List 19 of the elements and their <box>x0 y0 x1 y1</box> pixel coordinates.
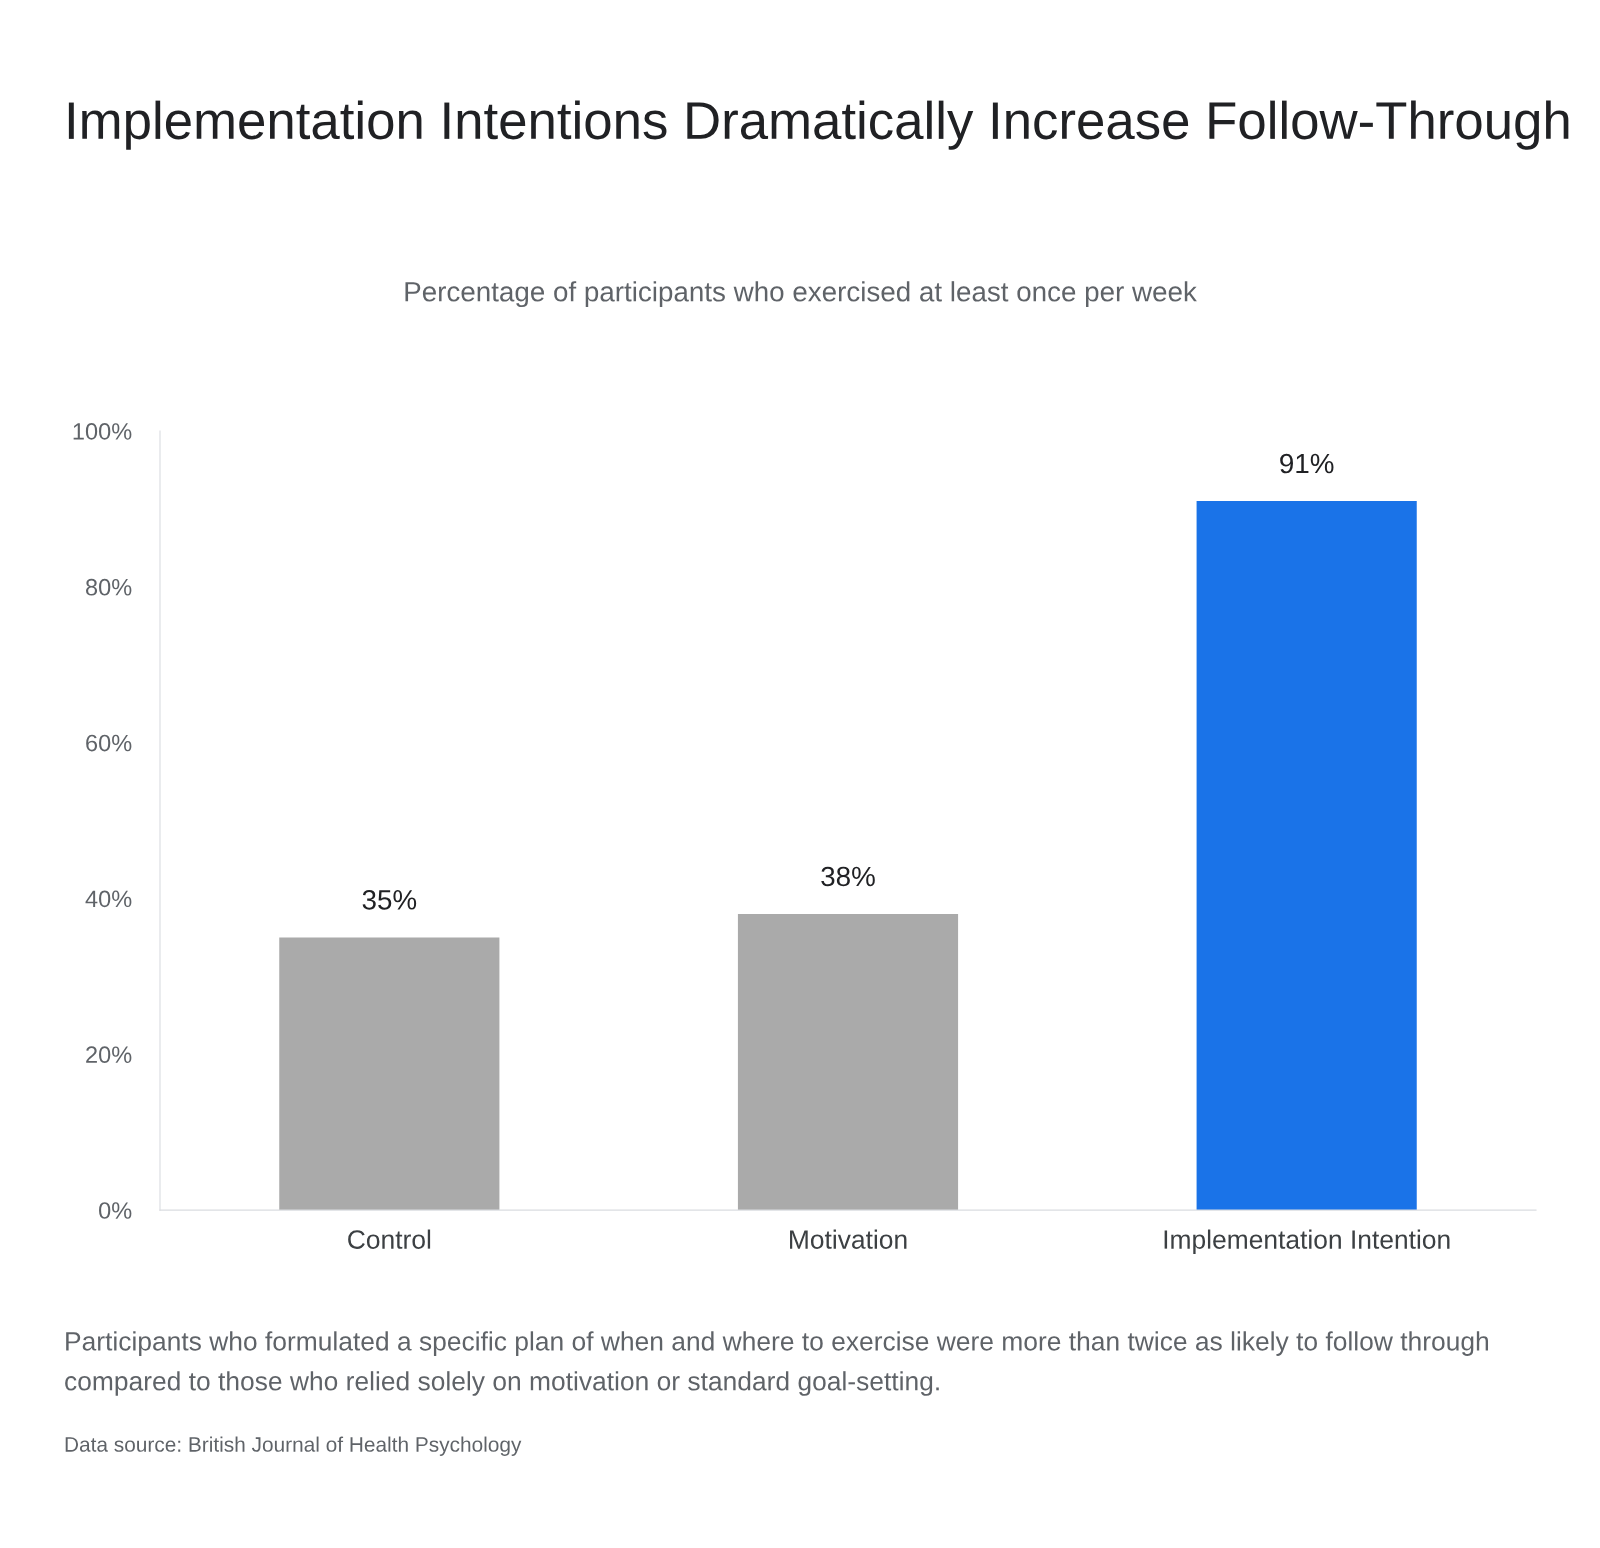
bar <box>1196 501 1417 1211</box>
text: Participants who formulated a specific plan of when and where to exercise were more than twice as likely to follow through compared to those who relied solely on motivation or standard goal-setting. <box>65 1331 1489 1396</box>
y-tick-label: 40% <box>85 890 132 908</box>
bar <box>737 914 959 1211</box>
data-label: 91% <box>1280 453 1334 474</box>
y-tick-label: 60% <box>86 734 132 752</box>
y-tick-label: 100% <box>73 423 132 440</box>
chart-subtitle: Percentage of participants who exercised at least once per week <box>405 281 1197 308</box>
x-tick-label: Implementation Intention <box>1164 1229 1450 1255</box>
bar <box>279 937 500 1211</box>
y-tick-label: 0% <box>99 1202 132 1219</box>
y-tick-label: 20% <box>86 1046 132 1064</box>
data-label: 38% <box>821 866 875 887</box>
y-tick-label: 80% <box>85 578 132 596</box>
x-tick-label: Motivation <box>790 1229 907 1249</box>
chart-title: Implementation Intentions Dramatically Increase Follow-Through <box>68 100 1569 150</box>
x-tick-label: Control <box>348 1229 431 1249</box>
source-note: Data source: British Journal of Health Psychology <box>65 1436 522 1456</box>
data-label: 35% <box>362 890 417 910</box>
